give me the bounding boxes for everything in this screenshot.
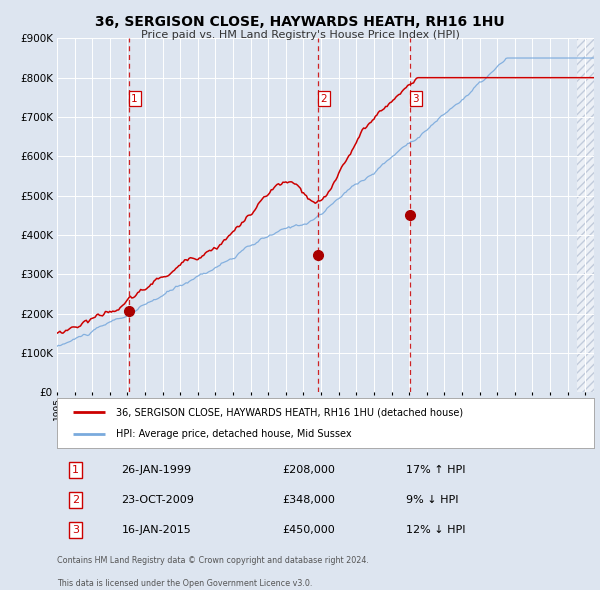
Text: 17% ↑ HPI: 17% ↑ HPI (406, 465, 466, 475)
Text: 1: 1 (131, 94, 138, 103)
Text: 2: 2 (72, 495, 79, 505)
Text: 23-OCT-2009: 23-OCT-2009 (121, 495, 194, 505)
Text: 12% ↓ HPI: 12% ↓ HPI (406, 525, 466, 535)
Text: 9% ↓ HPI: 9% ↓ HPI (406, 495, 458, 505)
Bar (577, 38, 594, 392)
Text: £208,000: £208,000 (283, 465, 335, 475)
Text: £450,000: £450,000 (283, 525, 335, 535)
Text: 16-JAN-2015: 16-JAN-2015 (121, 525, 191, 535)
Text: 36, SERGISON CLOSE, HAYWARDS HEATH, RH16 1HU: 36, SERGISON CLOSE, HAYWARDS HEATH, RH16… (95, 15, 505, 29)
Text: 1: 1 (72, 465, 79, 475)
Text: 2: 2 (320, 94, 327, 103)
Text: £348,000: £348,000 (283, 495, 335, 505)
Text: Contains HM Land Registry data © Crown copyright and database right 2024.: Contains HM Land Registry data © Crown c… (57, 556, 369, 565)
Text: HPI: Average price, detached house, Mid Sussex: HPI: Average price, detached house, Mid … (116, 430, 352, 440)
Text: 3: 3 (412, 94, 419, 103)
Text: This data is licensed under the Open Government Licence v3.0.: This data is licensed under the Open Gov… (57, 579, 313, 588)
Text: 36, SERGISON CLOSE, HAYWARDS HEATH, RH16 1HU (detached house): 36, SERGISON CLOSE, HAYWARDS HEATH, RH16… (116, 407, 463, 417)
Text: Price paid vs. HM Land Registry's House Price Index (HPI): Price paid vs. HM Land Registry's House … (140, 30, 460, 40)
Text: 26-JAN-1999: 26-JAN-1999 (121, 465, 191, 475)
Text: 3: 3 (72, 525, 79, 535)
